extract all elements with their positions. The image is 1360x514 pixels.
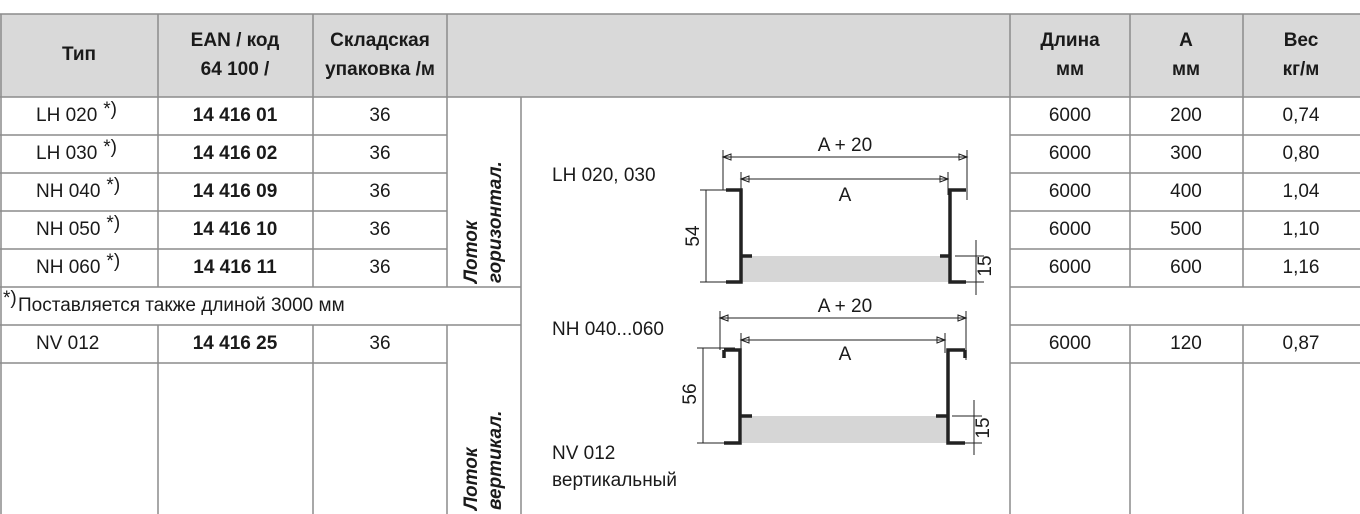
cell-pack: 36 xyxy=(369,333,390,354)
cell-pack: 36 xyxy=(369,219,390,240)
cell-weight: 0,74 xyxy=(1283,105,1320,126)
drawing-label: вертикальный xyxy=(552,470,677,491)
note-mark: *) xyxy=(3,288,17,309)
header-cell: Тип xyxy=(62,44,96,65)
group-label: Лоток xyxy=(461,219,482,285)
cell-length: 6000 xyxy=(1049,219,1091,240)
dimension-label: 15 xyxy=(975,255,996,276)
header-cell: Длина xyxy=(1040,30,1100,51)
drawing-label: LH 020, 030 xyxy=(552,165,656,186)
dimension-label: A xyxy=(839,185,852,206)
header-cell: упаковка /м xyxy=(325,59,435,80)
cell-weight: 1,16 xyxy=(1283,257,1320,278)
profile-drawing xyxy=(697,150,984,455)
cell-a: 500 xyxy=(1170,219,1202,240)
cell-type: NH 050 xyxy=(36,219,100,240)
cell-pack: 36 xyxy=(369,181,390,202)
cell-length: 6000 xyxy=(1049,143,1091,164)
header-cell: Вес xyxy=(1284,30,1319,51)
cell-ean: 14 416 02 xyxy=(193,143,278,164)
cell-weight: 1,04 xyxy=(1283,181,1320,202)
drawing-label: NH 040...060 xyxy=(552,319,664,340)
header-background xyxy=(0,14,1360,97)
cell-ean: 14 416 09 xyxy=(193,181,278,202)
grid xyxy=(0,13,1360,514)
cell-ean: 14 416 01 xyxy=(193,105,278,126)
cell-pack: 36 xyxy=(369,105,390,126)
dimension-label: A xyxy=(839,344,852,365)
dimension-label: 54 xyxy=(683,225,704,247)
dimension-label: 15 xyxy=(973,417,994,438)
cell-type: LH 030 xyxy=(36,143,97,164)
cell-weight: 0,87 xyxy=(1283,333,1320,354)
cell-footnote-mark: *) xyxy=(106,175,120,196)
cell-a: 400 xyxy=(1170,181,1202,202)
cell-type: NV 012 xyxy=(36,333,99,354)
cell-footnote-mark: *) xyxy=(106,213,120,234)
cell-footnote-mark: *) xyxy=(106,251,120,272)
header-cell: EAN / код xyxy=(191,30,280,51)
header-cell: кг/м xyxy=(1283,59,1320,80)
cell-a: 600 xyxy=(1170,257,1202,278)
cell-ean: 14 416 11 xyxy=(193,257,277,278)
cell-length: 6000 xyxy=(1049,181,1091,202)
drawing-label: NV 012 xyxy=(552,443,615,464)
header-cell: A xyxy=(1179,30,1193,51)
cell-a: 300 xyxy=(1170,143,1202,164)
cell-ean: 14 416 10 xyxy=(193,219,278,240)
cell-type: NH 060 xyxy=(36,257,100,278)
cell-length: 6000 xyxy=(1049,257,1091,278)
header-cell: 64 100 / xyxy=(201,59,270,80)
cell-footnote-mark: *) xyxy=(103,99,117,120)
cell-type: LH 020 xyxy=(36,105,97,126)
dimension-label: A + 20 xyxy=(818,296,872,317)
cell-pack: 36 xyxy=(369,257,390,278)
cell-footnote-mark: *) xyxy=(103,137,117,158)
cell-type: NH 040 xyxy=(36,181,100,202)
note-text: Поставляется также длиной 3000 мм xyxy=(18,295,345,316)
cell-a: 200 xyxy=(1170,105,1202,126)
group-label: Лоток xyxy=(461,446,482,512)
header-cell: мм xyxy=(1172,59,1200,80)
cell-weight: 0,80 xyxy=(1283,143,1320,164)
cell-ean: 14 416 25 xyxy=(193,333,278,354)
dimension-label: 56 xyxy=(680,383,701,404)
dimension-label: A + 20 xyxy=(818,135,872,156)
cell-a: 120 xyxy=(1170,333,1202,354)
header-cell: Складская xyxy=(330,30,430,51)
group-label: горизонтал. xyxy=(485,161,506,283)
group-label: вертикал. xyxy=(485,411,506,510)
header-cell: мм xyxy=(1056,59,1084,80)
cell-length: 6000 xyxy=(1049,333,1091,354)
cell-pack: 36 xyxy=(369,143,390,164)
cell-length: 6000 xyxy=(1049,105,1091,126)
cell-weight: 1,10 xyxy=(1283,219,1320,240)
